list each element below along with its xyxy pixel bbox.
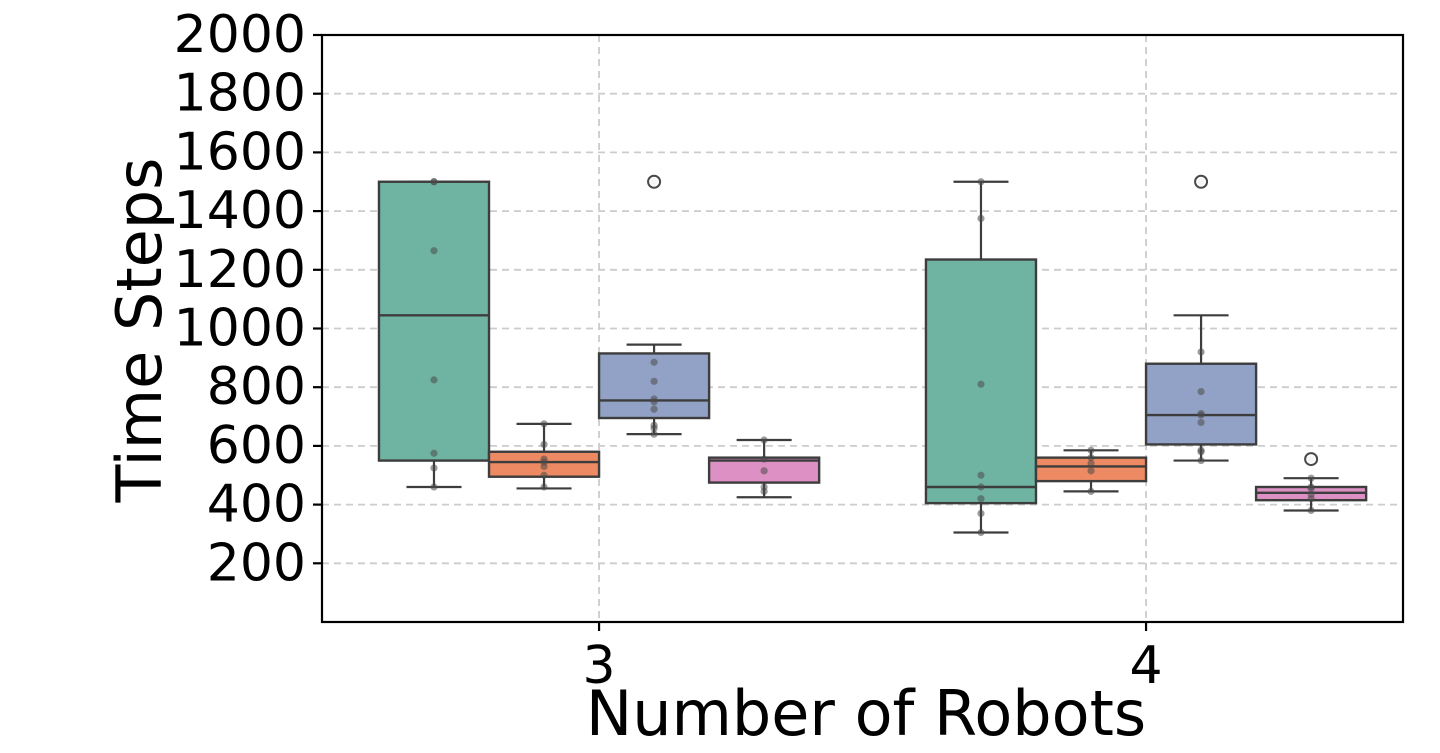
point-series-slate-blue-cat4-1 — [1197, 348, 1205, 356]
point-series-orange-cat3-1 — [540, 440, 548, 449]
point-series-pink-cat3-1 — [760, 455, 768, 463]
y-axis-label: Time Steps — [103, 157, 176, 503]
ytick-label-1200: 1200 — [174, 240, 306, 300]
point-series-pink-cat4-6 — [1307, 506, 1315, 515]
point-series-teal-cat3-1 — [430, 178, 438, 186]
point-series-teal-cat4-3 — [977, 471, 985, 479]
ytick-label-2000: 2000 — [174, 5, 306, 65]
point-series-teal-cat3-4 — [430, 449, 438, 457]
outlier-series-slate-blue-cat3-0 — [647, 174, 662, 189]
point-series-slate-blue-cat4-8 — [1197, 456, 1205, 465]
ytick-label-400: 400 — [207, 475, 306, 535]
point-series-pink-cat4-5 — [1307, 495, 1315, 503]
point-series-slate-blue-cat4-5 — [1197, 418, 1205, 427]
xtick-label-3: 3 — [583, 636, 616, 696]
x-axis-label: Number of Robots — [585, 677, 1147, 750]
ytick-label-1000: 1000 — [174, 299, 306, 359]
outlier-series-slate-blue-cat4-0 — [1194, 174, 1209, 189]
point-series-teal-cat4-5 — [977, 495, 985, 503]
point-series-slate-blue-cat4-2 — [1197, 388, 1205, 396]
point-series-orange-cat3-4 — [540, 462, 548, 471]
box-series-slate-blue-cat4 — [1144, 362, 1258, 446]
point-series-orange-cat4-4 — [1087, 487, 1095, 495]
ytick-label-1600: 1600 — [174, 122, 306, 182]
point-series-pink-cat4-3 — [1307, 484, 1315, 493]
point-series-slate-blue-cat3-8 — [650, 430, 658, 438]
point-series-slate-blue-cat3-5 — [650, 405, 658, 413]
point-series-teal-cat3-5 — [430, 464, 438, 472]
ytick-label-1400: 1400 — [174, 181, 306, 241]
point-series-slate-blue-cat3-1 — [650, 358, 658, 366]
point-series-teal-cat3-6 — [430, 483, 438, 491]
box-series-teal-cat3 — [377, 180, 491, 462]
point-series-orange-cat4-1 — [1087, 454, 1095, 462]
point-series-orange-cat3-5 — [540, 471, 548, 479]
point-series-slate-blue-cat4-7 — [1197, 448, 1205, 456]
point-series-slate-blue-cat3-2 — [650, 377, 658, 385]
ytick-label-800: 800 — [207, 357, 306, 417]
point-series-orange-cat3-0 — [540, 420, 548, 428]
point-series-teal-cat4-2 — [977, 380, 985, 388]
point-series-slate-blue-cat3-4 — [650, 398, 658, 406]
ytick-label-600: 600 — [207, 416, 306, 476]
point-series-slate-blue-cat3-7 — [650, 424, 658, 432]
point-series-teal-cat4-1 — [977, 214, 985, 223]
point-series-slate-blue-cat4-4 — [1197, 411, 1205, 419]
point-series-orange-cat4-0 — [1087, 446, 1095, 454]
point-series-orange-cat3-6 — [540, 483, 548, 491]
ytick-label-200: 200 — [207, 533, 306, 593]
point-series-teal-cat4-0 — [977, 178, 985, 186]
point-series-teal-cat4-7 — [977, 528, 985, 537]
ytick-label-1800: 1800 — [174, 64, 306, 124]
point-series-teal-cat3-2 — [430, 247, 438, 255]
point-series-pink-cat4-1 — [1307, 474, 1315, 482]
point-series-pink-cat3-4 — [760, 487, 768, 495]
point-series-pink-cat3-0 — [760, 436, 768, 444]
point-series-teal-cat3-3 — [430, 376, 438, 384]
outlier-series-pink-cat4-0 — [1304, 452, 1319, 467]
point-series-teal-cat4-6 — [977, 509, 985, 518]
point-series-pink-cat3-2 — [760, 467, 768, 475]
point-series-teal-cat4-4 — [977, 483, 985, 491]
xtick-label-4: 4 — [1129, 636, 1162, 696]
point-series-orange-cat4-3 — [1087, 467, 1095, 475]
point-series-orange-cat4-2 — [1087, 459, 1095, 468]
